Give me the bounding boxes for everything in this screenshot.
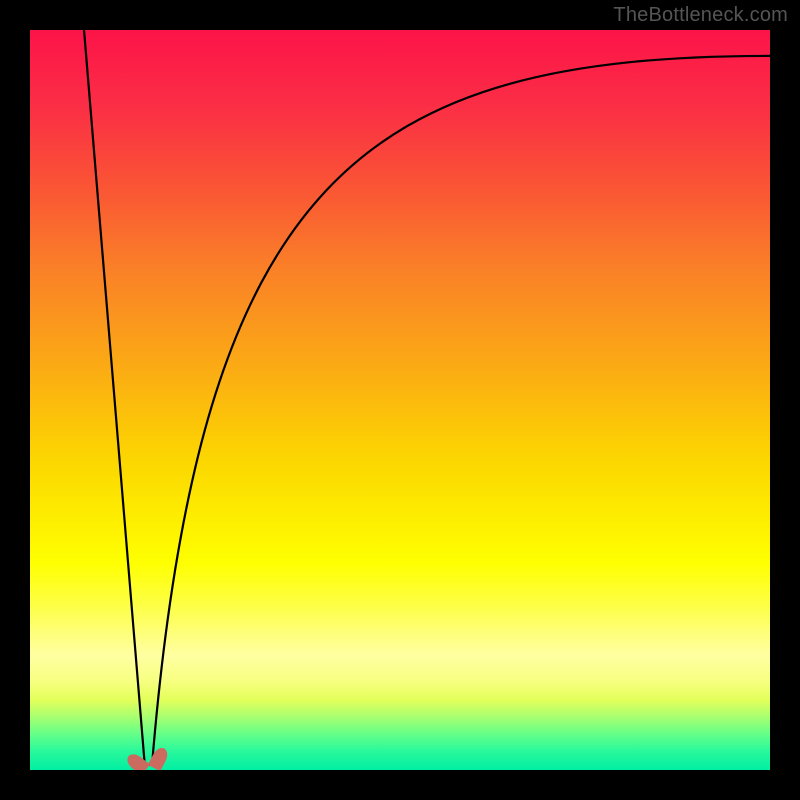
heart-marker-icon <box>131 740 162 770</box>
bottleneck-curve <box>30 30 770 770</box>
heart-shape <box>131 740 162 770</box>
chart-frame: TheBottleneck.com <box>0 0 800 800</box>
plot-area <box>30 30 770 770</box>
watermark-text: TheBottleneck.com <box>613 4 788 27</box>
curve-path <box>84 30 770 765</box>
